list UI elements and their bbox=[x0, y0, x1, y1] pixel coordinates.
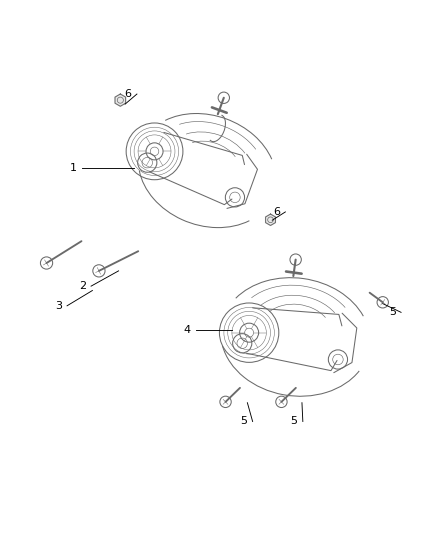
Text: 5: 5 bbox=[389, 308, 396, 317]
Text: 3: 3 bbox=[55, 301, 62, 311]
Text: 2: 2 bbox=[79, 281, 86, 291]
Polygon shape bbox=[265, 214, 276, 225]
Text: 1: 1 bbox=[70, 163, 77, 173]
Text: 6: 6 bbox=[125, 89, 132, 99]
Text: 4: 4 bbox=[184, 325, 191, 335]
Polygon shape bbox=[115, 94, 126, 106]
Text: 5: 5 bbox=[240, 416, 247, 426]
Text: 6: 6 bbox=[273, 207, 280, 217]
Text: 5: 5 bbox=[290, 416, 297, 426]
